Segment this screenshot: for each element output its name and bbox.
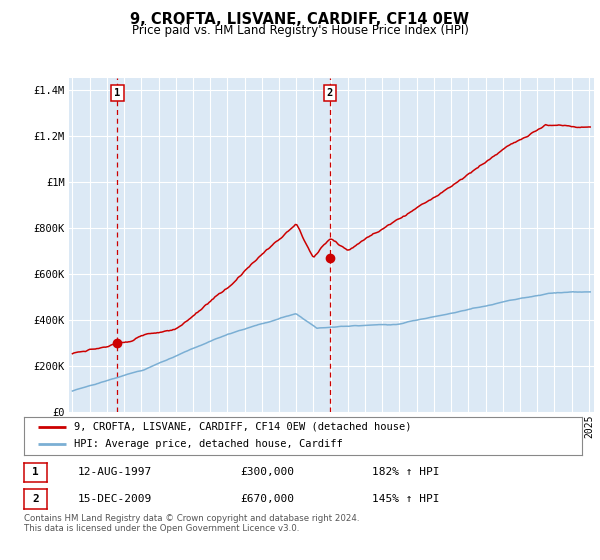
Text: 9, CROFTA, LISVANE, CARDIFF, CF14 0EW: 9, CROFTA, LISVANE, CARDIFF, CF14 0EW (131, 12, 470, 27)
Text: HPI: Average price, detached house, Cardiff: HPI: Average price, detached house, Card… (74, 440, 343, 450)
Text: 2: 2 (327, 88, 333, 99)
Text: 1: 1 (32, 468, 39, 477)
Text: 1: 1 (115, 88, 121, 99)
Text: 2: 2 (32, 494, 39, 504)
Text: 145% ↑ HPI: 145% ↑ HPI (372, 494, 439, 504)
Text: 9, CROFTA, LISVANE, CARDIFF, CF14 0EW (detached house): 9, CROFTA, LISVANE, CARDIFF, CF14 0EW (d… (74, 422, 412, 432)
Text: Price paid vs. HM Land Registry's House Price Index (HPI): Price paid vs. HM Land Registry's House … (131, 24, 469, 36)
Text: 182% ↑ HPI: 182% ↑ HPI (372, 468, 439, 477)
Text: 12-AUG-1997: 12-AUG-1997 (78, 468, 152, 477)
Text: 15-DEC-2009: 15-DEC-2009 (78, 494, 152, 504)
Text: £670,000: £670,000 (240, 494, 294, 504)
Text: Contains HM Land Registry data © Crown copyright and database right 2024.
This d: Contains HM Land Registry data © Crown c… (24, 514, 359, 534)
Text: £300,000: £300,000 (240, 468, 294, 477)
